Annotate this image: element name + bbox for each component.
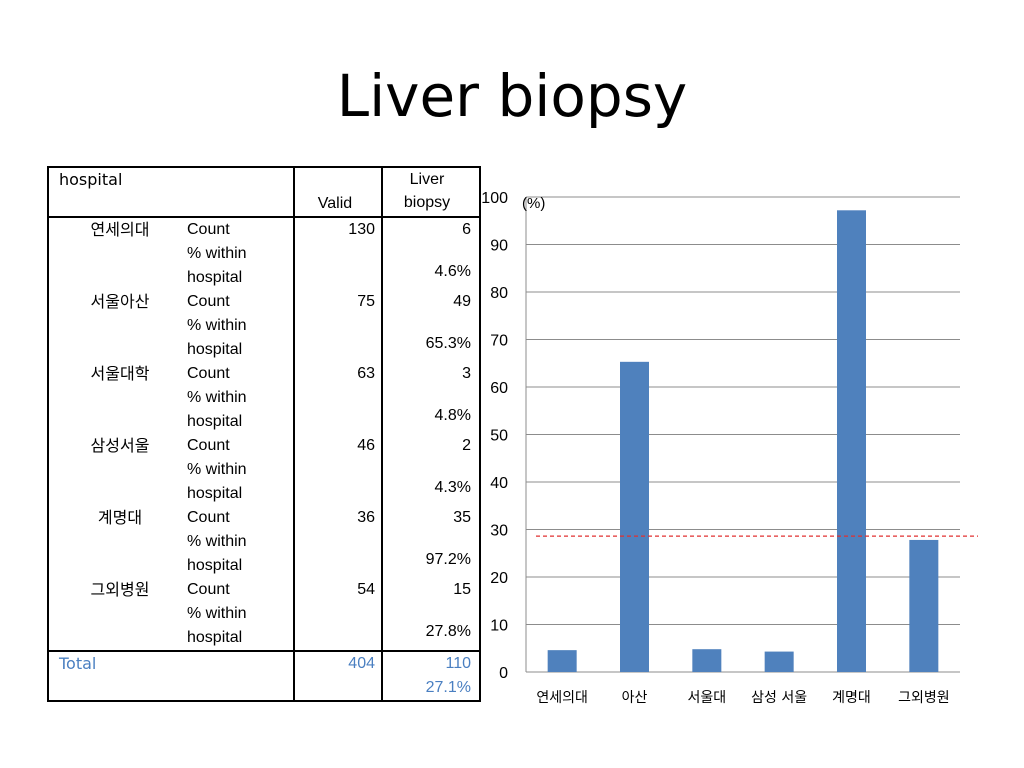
table-row: 서울대학 Count 63 3 — [47, 362, 481, 386]
valid-value: 130 — [293, 217, 382, 242]
x-tick-label: 계명대 — [832, 690, 871, 706]
bar-chart: 0 10 20 30 40 50 60 70 80 90 100 연세의대 아산 서울대 삼성 서울 계명대… — [481, 190, 978, 706]
y-axis-labels: 0 10 20 30 40 50 60 70 80 90 100 — [481, 190, 508, 682]
table-row: 그외병원 Count 54 15 — [47, 578, 481, 602]
total-row: Total 404 110 27.1% — [47, 650, 481, 702]
table-header-row: hospital Valid Liver biopsy — [47, 166, 481, 218]
pct-label: % within hospital — [187, 533, 247, 574]
count-value: 35 — [381, 506, 481, 530]
y-tick-label: 100 — [481, 190, 508, 207]
pct-label: % within hospital — [187, 389, 247, 430]
pct-label: % within hospital — [187, 317, 247, 358]
count-label: Count — [187, 437, 230, 454]
valid-value: 63 — [293, 362, 382, 386]
crosstab-table: hospital Valid Liver biopsy 연세의대 Count 130 6… — [47, 166, 481, 702]
pct-value: 4.6% — [381, 242, 481, 290]
valid-value: 75 — [293, 290, 382, 314]
count-label: Count — [187, 221, 230, 238]
y-unit-label: (%) — [522, 195, 545, 212]
valid-value: 54 — [293, 578, 382, 602]
valid-value: 36 — [293, 506, 382, 530]
table-row: 연세의대 Count 130 6 — [47, 217, 481, 242]
header-liver-biopsy: Liver biopsy — [381, 166, 481, 218]
x-tick-label: 삼성 서울 — [751, 690, 807, 706]
count-value: 49 — [381, 290, 481, 314]
bar — [764, 651, 794, 672]
table-row: % within hospital 27.8% — [47, 602, 481, 651]
pct-value: 65.3% — [381, 314, 481, 362]
x-tick-label: 서울대 — [688, 690, 727, 706]
y-tick-label: 20 — [490, 570, 508, 587]
bar — [620, 361, 649, 672]
count-label: Count — [187, 365, 230, 382]
bar — [909, 539, 939, 672]
count-value: 6 — [381, 217, 481, 242]
valid-value: 46 — [293, 434, 382, 458]
table-row: % within hospital 97.2% — [47, 530, 481, 578]
total-count: 110 27.1% — [381, 650, 481, 702]
pct-label: % within hospital — [187, 245, 247, 286]
table-row: 서울아산 Count 75 49 — [47, 290, 481, 314]
pct-value: 4.8% — [381, 386, 481, 434]
y-tick-label: 40 — [490, 475, 508, 492]
hospital-name: 그외병원 — [47, 578, 181, 602]
chart-bars — [547, 210, 939, 673]
slide-title: Liver biopsy — [336, 62, 688, 130]
table-row: % within hospital 4.8% — [47, 386, 481, 434]
count-value: 2 — [381, 434, 481, 458]
y-tick-label: 50 — [490, 428, 508, 445]
pct-label: % within hospital — [187, 461, 247, 502]
pct-value: 27.8% — [381, 602, 481, 651]
chart-gridlines — [525, 196, 960, 673]
hospital-name: 계명대 — [47, 506, 181, 530]
total-valid: 404 — [293, 650, 382, 702]
hospital-name: 서울대학 — [47, 362, 181, 386]
count-label: Count — [187, 581, 230, 598]
table-row: 삼성서울 Count 46 2 — [47, 434, 481, 458]
x-tick-label: 그외병원 — [898, 690, 950, 706]
y-tick-label: 10 — [490, 618, 508, 635]
header-valid: Valid — [293, 166, 382, 218]
hospital-name: 서울아산 — [47, 290, 181, 314]
y-tick-label: 60 — [490, 380, 508, 397]
y-tick-label: 80 — [490, 285, 508, 302]
pct-value: 97.2% — [381, 530, 481, 578]
count-value: 15 — [381, 578, 481, 602]
x-tick-label: 아산 — [622, 690, 648, 706]
table-row: 계명대 Count 36 35 — [47, 506, 481, 530]
bar — [547, 650, 577, 672]
y-tick-label: 70 — [490, 333, 508, 350]
bar — [837, 210, 866, 673]
total-label: Total — [47, 650, 294, 702]
x-axis-labels: 연세의대 아산 서울대 삼성 서울 계명대 그외병원 — [536, 690, 949, 706]
table-row: % within hospital 4.6% — [47, 242, 481, 290]
header-hospital: hospital — [47, 166, 294, 218]
pct-value: 4.3% — [381, 458, 481, 506]
hospital-name: 삼성서울 — [47, 434, 181, 458]
y-tick-label: 90 — [490, 238, 508, 255]
pct-label: % within hospital — [187, 605, 247, 646]
bar — [692, 649, 722, 672]
x-tick-label: 연세의대 — [536, 690, 588, 706]
hospital-name: 연세의대 — [47, 217, 181, 242]
y-tick-label: 30 — [490, 523, 508, 540]
count-label: Count — [187, 509, 230, 526]
table-row: % within hospital 4.3% — [47, 458, 481, 506]
count-label: Count — [187, 293, 230, 310]
table-row: % within hospital 65.3% — [47, 314, 481, 362]
count-value: 3 — [381, 362, 481, 386]
y-tick-label: 0 — [499, 665, 508, 682]
